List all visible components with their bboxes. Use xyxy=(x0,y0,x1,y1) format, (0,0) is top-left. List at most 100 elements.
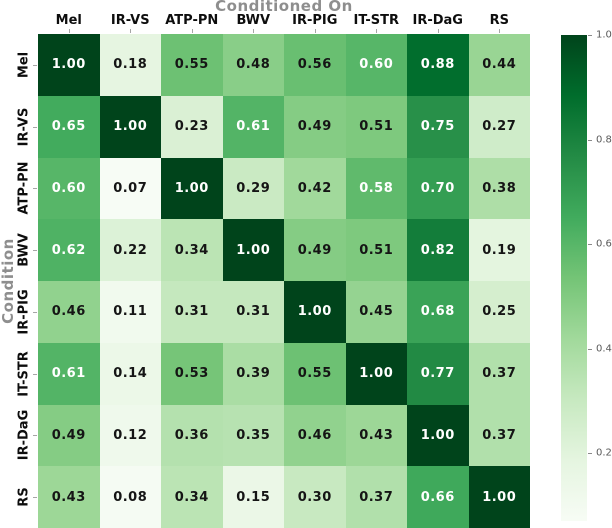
x-tick-mark xyxy=(314,29,316,33)
colorbar-tick-label: 0.4 xyxy=(596,343,612,355)
heatmap-cell: 0.66 xyxy=(407,466,469,528)
heatmap-cell: 0.55 xyxy=(284,342,346,405)
heatmap-cell: 1.00 xyxy=(284,281,346,343)
heatmap-cell: 1.00 xyxy=(407,404,469,467)
heatmap-cell: 0.11 xyxy=(99,281,161,343)
heatmap-cell: 0.35 xyxy=(222,404,284,467)
y-tick-label: IR-VS xyxy=(16,107,32,146)
heatmap-cell: 0.82 xyxy=(407,219,469,281)
heatmap-cell: 0.68 xyxy=(407,281,469,343)
heatmap-cell: 0.60 xyxy=(345,34,407,96)
heatmap-cell: 0.27 xyxy=(468,95,530,158)
heatmap-cell: 0.77 xyxy=(407,342,469,405)
colorbar-tick-mark xyxy=(588,35,592,36)
heatmap-cell: 0.38 xyxy=(468,157,530,220)
heatmap-cell: 0.62 xyxy=(38,219,100,281)
y-tick-mark xyxy=(33,497,37,499)
x-tick-mark xyxy=(130,29,132,33)
heatmap-grid: 1.00 0.18 0.55 0.48 0.56 0.60 0.88 0.44 0.65 1.00… xyxy=(38,34,530,528)
heatmap-cell: 1.00 xyxy=(468,466,530,528)
chart-title: Conditioned On xyxy=(215,0,353,15)
heatmap-cell: 0.12 xyxy=(99,404,161,467)
heatmap-cell: 0.61 xyxy=(222,95,284,158)
heatmap-cell: 0.45 xyxy=(345,281,407,343)
x-tick-mark xyxy=(191,29,193,33)
heatmap-cell: 0.60 xyxy=(38,157,100,220)
y-axis-label: Condition xyxy=(0,238,17,324)
heatmap-cell: 0.34 xyxy=(161,219,223,281)
heatmap-cell: 0.25 xyxy=(468,281,530,343)
heatmap-cell: 0.22 xyxy=(99,219,161,281)
heatmap-cell: 0.39 xyxy=(222,342,284,405)
heatmap-cell: 0.31 xyxy=(161,281,223,343)
heatmap-cell: 0.46 xyxy=(38,281,100,343)
x-tick-label: IR-PIG xyxy=(292,13,338,28)
heatmap-cell: 1.00 xyxy=(222,219,284,281)
x-tick-label: IT-STR xyxy=(353,13,399,28)
colorbar-tick-label: 0.8 xyxy=(596,134,612,146)
y-tick-mark xyxy=(33,311,37,313)
heatmap-cell: 0.46 xyxy=(284,404,346,467)
heatmap-cell: 0.61 xyxy=(38,342,100,405)
y-tick-label: ATP-PN xyxy=(16,161,32,215)
heatmap-cell: 0.44 xyxy=(468,34,530,96)
heatmap-cell: 0.37 xyxy=(468,404,530,467)
x-tick-label: BWV xyxy=(236,13,271,28)
x-tick-mark xyxy=(499,29,501,33)
heatmap-cell: 0.37 xyxy=(468,342,530,405)
heatmap-cell: 1.00 xyxy=(345,342,407,405)
x-tick-label: IR-DaG xyxy=(412,13,463,28)
y-tick-mark xyxy=(33,188,37,190)
heatmap-cell: 0.43 xyxy=(38,466,100,528)
heatmap-cell: 0.55 xyxy=(161,34,223,96)
heatmap-cell: 0.19 xyxy=(468,219,530,281)
heatmap-cell: 0.18 xyxy=(99,34,161,96)
y-tick-label: RS xyxy=(16,487,32,507)
heatmap-cell: 0.15 xyxy=(222,466,284,528)
heatmap-cell: 0.37 xyxy=(345,466,407,528)
colorbar-tick-label: 0.2 xyxy=(596,447,612,459)
heatmap-cell: 0.31 xyxy=(222,281,284,343)
heatmap-cell: 0.36 xyxy=(161,404,223,467)
heatmap-cell: 0.58 xyxy=(345,157,407,220)
heatmap-cell: 0.48 xyxy=(222,34,284,96)
y-tick-label: Mel xyxy=(16,51,32,78)
heatmap-cell: 0.42 xyxy=(284,157,346,220)
y-tick-label: IR-PIG xyxy=(16,289,32,335)
heatmap-cell: 0.08 xyxy=(99,466,161,528)
heatmap-cell: 0.14 xyxy=(99,342,161,405)
x-tick-mark xyxy=(376,29,378,33)
y-tick-label: IT-STR xyxy=(16,350,32,397)
y-tick-label: BWV xyxy=(16,233,32,267)
x-tick-mark xyxy=(68,29,70,33)
colorbar-tick-mark xyxy=(588,348,592,350)
heatmap-cell: 0.56 xyxy=(284,34,346,96)
heatmap-cell: 0.53 xyxy=(161,342,223,405)
colorbar xyxy=(561,35,587,521)
heatmap-cell: 0.51 xyxy=(345,219,407,281)
heatmap-cell: 1.00 xyxy=(38,34,100,96)
y-tick-mark xyxy=(33,435,37,437)
heatmap-cell: 0.49 xyxy=(284,95,346,158)
y-tick-mark xyxy=(33,126,37,128)
x-tick-mark xyxy=(437,29,439,33)
colorbar-tick-mark xyxy=(588,244,592,246)
heatmap-cell: 0.07 xyxy=(99,157,161,220)
x-tick-label: RS xyxy=(489,13,509,28)
heatmap-cell: 0.75 xyxy=(407,95,469,158)
heatmap-cell: 0.88 xyxy=(407,34,469,96)
heatmap-cell: 0.49 xyxy=(38,404,100,467)
heatmap-cell: 1.00 xyxy=(99,95,161,158)
colorbar-tick-mark xyxy=(588,453,592,455)
heatmap-cell: 0.49 xyxy=(284,219,346,281)
heatmap-cell: 0.43 xyxy=(345,404,407,467)
heatmap-cell: 0.51 xyxy=(345,95,407,158)
y-tick-mark xyxy=(33,64,37,66)
y-tick-mark xyxy=(33,250,37,252)
y-tick-mark xyxy=(33,373,37,375)
x-tick-label: Mel xyxy=(55,13,82,28)
colorbar-tick-label: 1.0 xyxy=(596,29,612,41)
heatmap-cell: 0.23 xyxy=(161,95,223,158)
heatmap-cell: 0.65 xyxy=(38,95,100,158)
